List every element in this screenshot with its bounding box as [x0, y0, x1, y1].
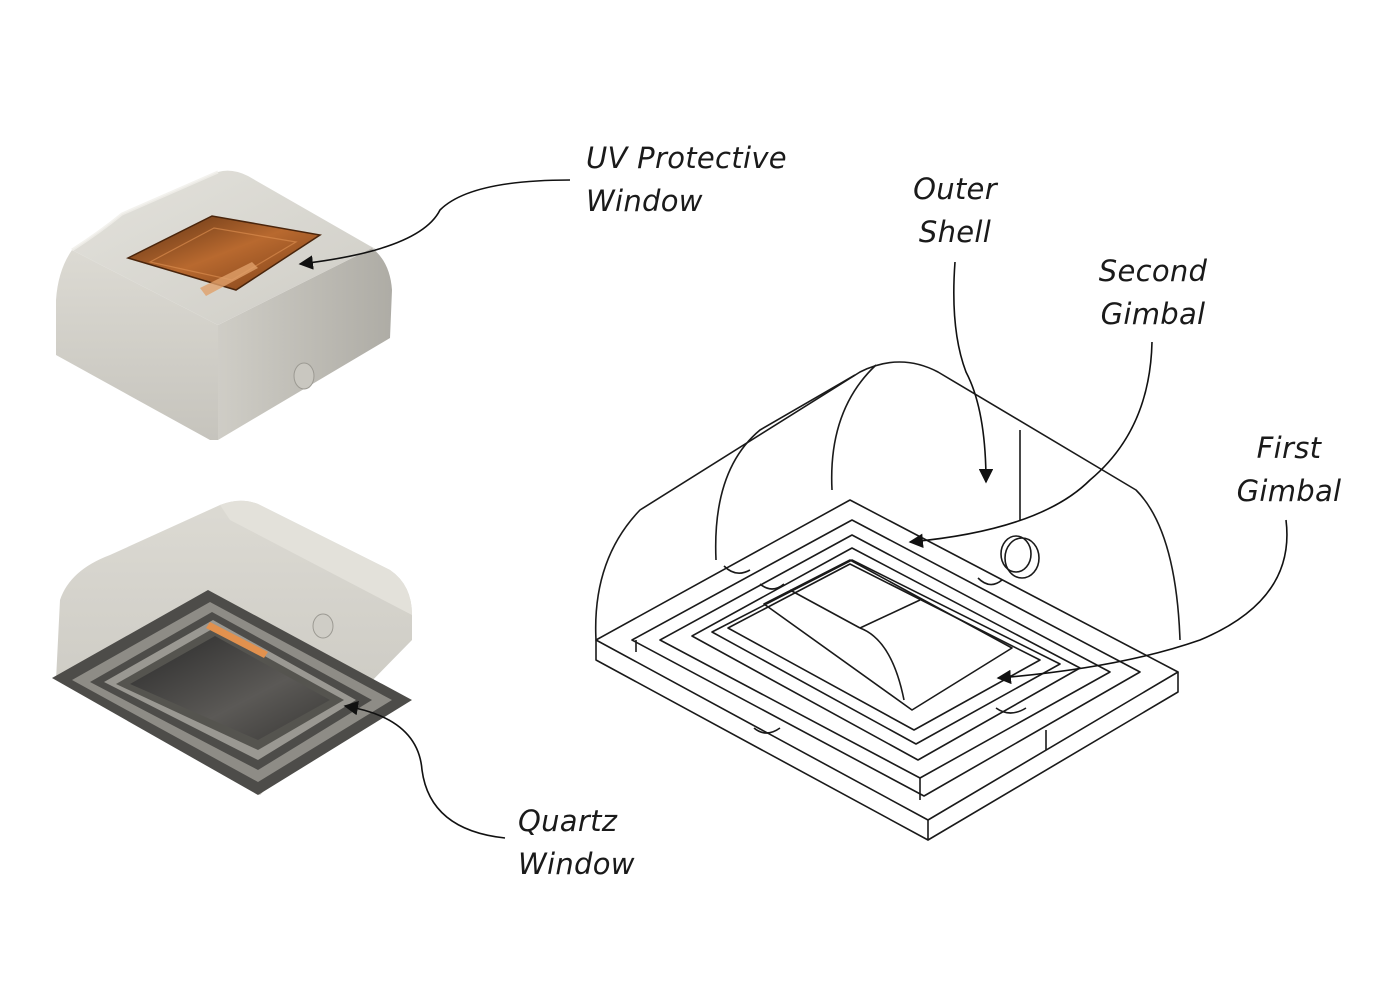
uv-window-label-line2: Window — [586, 184, 703, 218]
quartz-window-label-line1: Quartz — [518, 804, 618, 838]
second-gimbal-label-line1: Second — [1098, 254, 1208, 288]
first-gimbal-leader — [996, 519, 1288, 685]
first-gimbal-label-line2: Gimbal — [1236, 474, 1342, 508]
second-gimbal-label: Second Gimbal — [1090, 250, 1216, 336]
uv-window-label-line1: UV Protective — [586, 141, 787, 175]
uv-device-render — [56, 170, 392, 440]
quartz-device-render — [52, 500, 412, 795]
outer-shell-label: Outer Shell — [900, 168, 1010, 254]
uv-window-label: UV Protective Window — [586, 137, 787, 223]
leader-arrows — [298, 179, 1288, 839]
first-gimbal-label: First Gimbal — [1226, 427, 1352, 513]
second-gimbal-label-line2: Gimbal — [1100, 297, 1206, 331]
outer-shell-label-line1: Outer — [913, 172, 997, 206]
gimbal-line-art — [594, 361, 1181, 841]
quartz-window-leader — [343, 701, 506, 839]
uv-window-leader — [298, 179, 571, 270]
second-gimbal-leader — [908, 341, 1153, 548]
outer-shell-label-line2: Shell — [918, 215, 992, 249]
first-gimbal-label-line1: First — [1256, 431, 1322, 465]
outer-shell-leader — [953, 261, 994, 484]
quartz-window-label: Quartz Window — [518, 800, 635, 886]
quartz-window-label-line2: Window — [518, 847, 635, 881]
